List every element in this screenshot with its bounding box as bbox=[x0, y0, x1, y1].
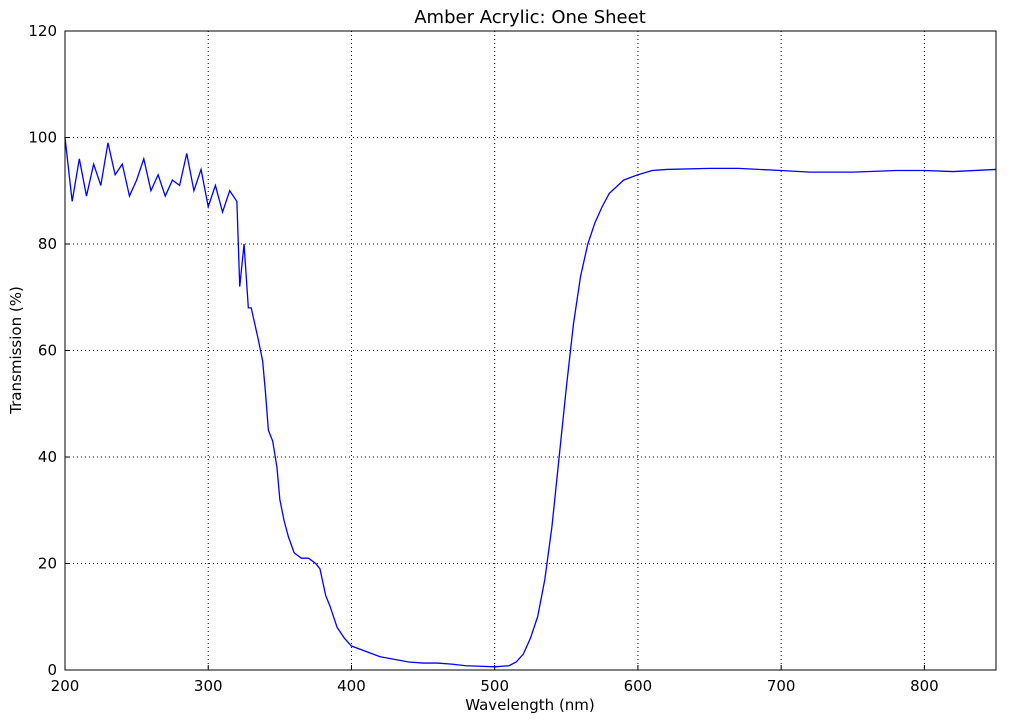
y-tick-label: 100 bbox=[28, 129, 57, 147]
plot-frame bbox=[64, 30, 997, 671]
x-tick-label: 400 bbox=[337, 677, 366, 695]
y-axis-label: Transmission (%) bbox=[7, 286, 25, 415]
x-axis-label: Wavelength (nm) bbox=[465, 696, 595, 714]
x-tick-label: 500 bbox=[480, 677, 509, 695]
y-tick-label: 80 bbox=[38, 235, 57, 253]
x-tick-label: 600 bbox=[624, 677, 653, 695]
x-tick-label: 800 bbox=[910, 677, 939, 695]
y-tick-label: 40 bbox=[38, 448, 57, 466]
y-tick-label: 60 bbox=[38, 342, 57, 360]
data-line bbox=[64, 137, 997, 668]
x-tick-label: 200 bbox=[51, 677, 80, 695]
y-tick-label: 0 bbox=[47, 661, 57, 679]
x-tick-label: 700 bbox=[767, 677, 796, 695]
x-tick-label: 300 bbox=[194, 677, 223, 695]
chart-title: Amber Acrylic: One Sheet bbox=[414, 7, 646, 28]
y-tick-label: 120 bbox=[28, 22, 57, 40]
y-tick-label: 20 bbox=[38, 555, 57, 573]
